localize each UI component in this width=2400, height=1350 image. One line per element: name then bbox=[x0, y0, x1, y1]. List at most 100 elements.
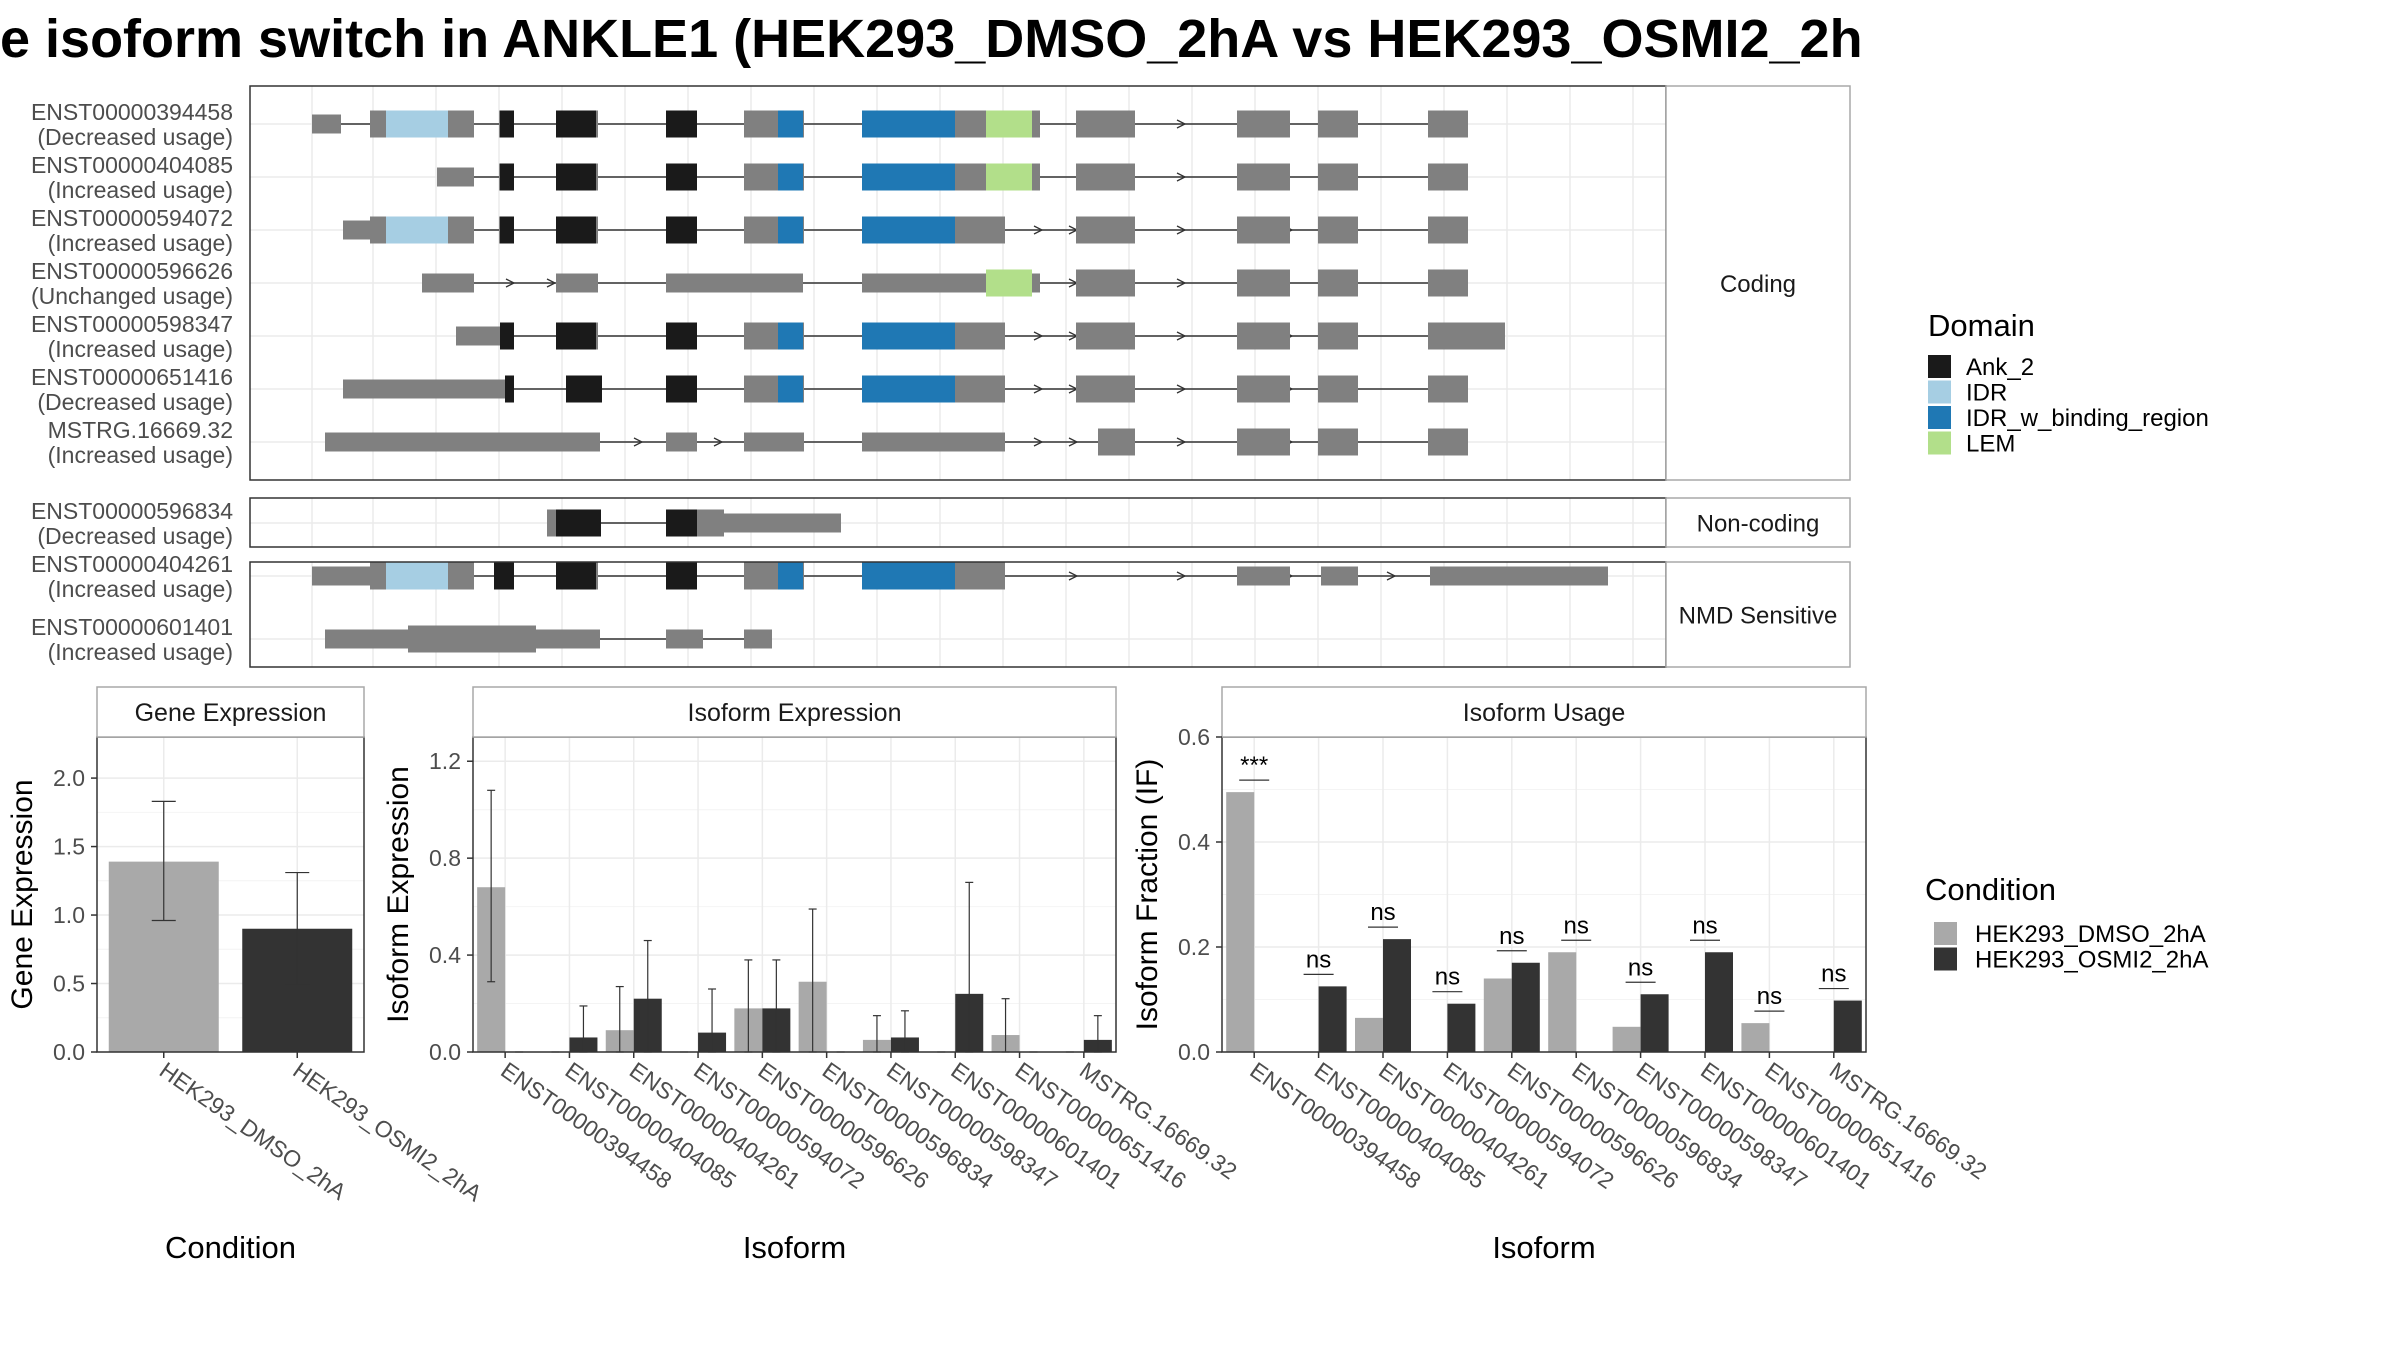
y-tick-label: 0.8 bbox=[429, 845, 461, 871]
domain-Ank_2 bbox=[500, 110, 514, 138]
isoform-usage-label: (Increased usage) bbox=[48, 442, 233, 468]
domain-Ank_2 bbox=[666, 110, 697, 138]
domain-IDR_w_binding_region bbox=[778, 110, 803, 138]
transcript-8: ENST00000404261(Increased usage) bbox=[31, 551, 1608, 602]
condition-legend-item: HEK293_DMSO_2hA bbox=[1975, 921, 2206, 948]
isoform-usage-label: (Increased usage) bbox=[48, 230, 233, 256]
domain-legend-title: Domain bbox=[1928, 308, 2035, 343]
exon bbox=[1428, 269, 1468, 297]
exon bbox=[1237, 163, 1290, 191]
panel-strip bbox=[1665, 561, 1851, 668]
bar-HEK293_OSMI2_2hA bbox=[1833, 1000, 1862, 1052]
y-tick-label: 0.4 bbox=[429, 942, 461, 968]
transcript-4: ENST00000598347(Increased usage) bbox=[31, 311, 1505, 362]
exon bbox=[1076, 163, 1135, 191]
y-axis-title: Isoform Fraction (IF) bbox=[1131, 759, 1164, 1031]
domain-Ank_2 bbox=[556, 110, 596, 138]
y-tick-label: 0.6 bbox=[1178, 724, 1210, 750]
domain-Ank_2 bbox=[556, 322, 596, 350]
strand-arrow bbox=[1176, 437, 1187, 447]
domain-legend-item: LEM bbox=[1966, 431, 2015, 458]
domain-IDR_w_binding_region bbox=[862, 375, 955, 403]
y-tick-label: 1.2 bbox=[429, 748, 461, 774]
isoform-id-label: ENST00000596834 bbox=[31, 498, 233, 524]
transcript-structure-plot: ENST00000394458(Decreased usage)ENST0000… bbox=[31, 85, 1851, 668]
exon bbox=[1318, 375, 1358, 403]
exon bbox=[666, 629, 703, 649]
domain-Ank_2 bbox=[494, 562, 514, 590]
y-tick-label: 0.4 bbox=[1178, 829, 1210, 855]
exon bbox=[343, 379, 512, 399]
exon bbox=[556, 273, 598, 293]
panel-label: Coding bbox=[1720, 271, 1796, 298]
significance-label: ns bbox=[1499, 923, 1524, 950]
exon bbox=[1237, 216, 1290, 244]
isoform-usage-label: (Decreased usage) bbox=[37, 523, 233, 549]
isoform-id-label: ENST00000394458 bbox=[31, 99, 233, 125]
strand-arrow bbox=[505, 278, 516, 288]
isoform-id-label: ENST00000598347 bbox=[31, 311, 233, 337]
isoform-usage-chart: *** ns ns ns ns ns ns ns ns ns Isoform Usage 0.0 0.2… bbox=[1131, 686, 1992, 1265]
exon bbox=[1076, 216, 1135, 244]
domain-IDR_w_binding_region bbox=[778, 375, 803, 403]
x-axis-title: Condition bbox=[165, 1230, 296, 1265]
transcript-7: ENST00000596834(Decreased usage) bbox=[31, 498, 841, 549]
exon bbox=[1318, 322, 1358, 350]
exon bbox=[1237, 269, 1290, 297]
bar-HEK293_OSMI2_2hA bbox=[1705, 952, 1733, 1052]
exon bbox=[1430, 566, 1608, 586]
exon bbox=[312, 114, 341, 134]
exon bbox=[408, 625, 536, 653]
transcript-3: ENST00000596626(Unchanged usage) bbox=[31, 258, 1468, 309]
panel-strip bbox=[1665, 85, 1851, 481]
strand-arrow bbox=[1068, 571, 1079, 581]
y-tick-label: 0.5 bbox=[53, 971, 85, 997]
domain-Ank_2 bbox=[556, 509, 601, 537]
isoform-id-label: ENST00000404085 bbox=[31, 152, 233, 178]
exon bbox=[1318, 110, 1358, 138]
domain-Ank_2 bbox=[666, 322, 697, 350]
significance-label: ns bbox=[1757, 983, 1782, 1010]
facet-strip bbox=[1221, 686, 1867, 738]
domain-IDR_w_binding_region bbox=[862, 322, 955, 350]
domain-IDR_w_binding_region bbox=[862, 163, 955, 191]
domain-IDR_w_binding_region bbox=[862, 110, 955, 138]
domain-legend-key bbox=[1928, 380, 1951, 404]
y-tick-label: 0.2 bbox=[1178, 934, 1210, 960]
exon bbox=[1076, 110, 1135, 138]
panel-strip bbox=[1665, 497, 1851, 548]
significance-label: ns bbox=[1306, 946, 1331, 973]
isoform-usage-label: (Increased usage) bbox=[48, 639, 233, 665]
exon bbox=[312, 566, 370, 586]
panel-label: NMD Sensitive bbox=[1679, 603, 1838, 630]
transcript-0: ENST00000394458(Decreased usage) bbox=[31, 99, 1468, 150]
bar-HEK293_OSMI2_2hA bbox=[1511, 962, 1540, 1052]
strand-arrow bbox=[1068, 437, 1079, 447]
strand-arrow bbox=[546, 278, 557, 288]
domain-IDR_w_binding_region bbox=[778, 562, 803, 590]
domain-Ank_2 bbox=[500, 216, 514, 244]
transcript-6: MSTRG.16669.32(Increased usage) bbox=[48, 417, 1468, 468]
y-axis-title: Isoform Expression bbox=[382, 766, 415, 1023]
isoform-id-label: ENST00000651416 bbox=[31, 364, 233, 390]
exon bbox=[1428, 322, 1505, 350]
strand-arrow bbox=[1033, 225, 1044, 235]
transcript-2: ENST00000594072(Increased usage) bbox=[31, 205, 1468, 256]
facet-title: Isoform Usage bbox=[1463, 699, 1626, 727]
strand-arrow bbox=[1033, 437, 1044, 447]
significance-label: ns bbox=[1628, 954, 1653, 981]
plot-background bbox=[473, 737, 1116, 1052]
domain-Ank_2 bbox=[500, 322, 514, 350]
domain-Ank_2 bbox=[566, 375, 602, 403]
domain-Ank_2 bbox=[666, 509, 697, 537]
exon bbox=[1428, 375, 1468, 403]
domain-Ank_2 bbox=[556, 163, 596, 191]
strand-arrow bbox=[1033, 384, 1044, 394]
domain-legend-key bbox=[1928, 406, 1951, 429]
exon bbox=[1321, 566, 1358, 586]
facet-strip bbox=[472, 686, 1117, 738]
isoform-usage-label: (Increased usage) bbox=[48, 576, 233, 602]
domain-Ank_2 bbox=[556, 216, 596, 244]
y-tick-label: 0.0 bbox=[429, 1039, 461, 1065]
facet-title: Gene Expression bbox=[135, 699, 327, 727]
